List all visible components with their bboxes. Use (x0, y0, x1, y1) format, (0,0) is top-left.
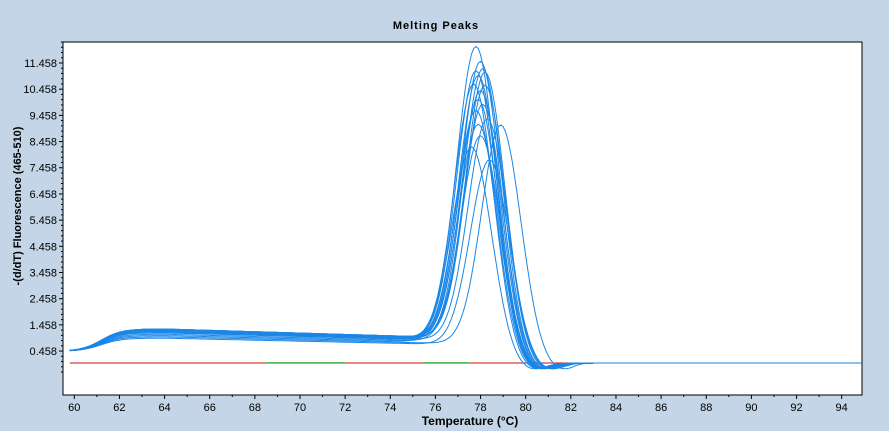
series-s13 (69, 135, 594, 370)
x-tick-label: 72 (339, 402, 351, 414)
series-s18 (69, 69, 594, 369)
y-tick-label: 2.458 (29, 294, 57, 306)
y-tick-label: 0.458 (29, 346, 57, 358)
y-tick-label: 3.458 (29, 267, 57, 279)
y-tick-label: 5.458 (29, 215, 57, 227)
y-tick-label: 6.458 (29, 189, 57, 201)
x-tick-label: 60 (68, 402, 80, 414)
x-tick-label: 92 (790, 402, 802, 414)
x-tick-label: 74 (384, 402, 396, 414)
y-tick-label: 7.458 (29, 163, 57, 175)
series-s17 (69, 84, 594, 369)
y-tick-label: 4.458 (29, 241, 57, 253)
x-tick-label: 62 (113, 402, 125, 414)
series-s15 (69, 124, 594, 370)
x-tick-label: 68 (249, 402, 261, 414)
plot-area (62, 41, 863, 396)
chart-title: Melting Peaks (392, 20, 480, 32)
x-tick-label: 64 (158, 402, 170, 414)
x-tick-label: 66 (204, 402, 216, 414)
x-axis-label: Temperature (°C) (421, 414, 519, 428)
x-tick-label: 82 (565, 402, 577, 414)
series-s9 (69, 103, 594, 370)
y-tick-label: 8.458 (29, 137, 57, 149)
x-tick-label: 86 (655, 402, 667, 414)
y-tick-label: 10.458 (23, 84, 57, 96)
x-tick-label: 70 (294, 402, 306, 414)
y-tick-label: 1.458 (29, 320, 57, 332)
series-s16 (69, 159, 594, 370)
series-s14 (69, 146, 594, 370)
x-tick-label: 94 (836, 402, 848, 414)
x-tick-label: 88 (700, 402, 712, 414)
x-tick-label: 90 (745, 402, 757, 414)
x-tick-label: 78 (474, 402, 486, 414)
x-tick-label: 84 (610, 402, 622, 414)
x-tick-label: 80 (520, 402, 532, 414)
y-tick-label: 9.458 (29, 110, 57, 122)
y-tick-label: 11.458 (24, 58, 57, 70)
x-tick-label: 76 (429, 402, 441, 414)
